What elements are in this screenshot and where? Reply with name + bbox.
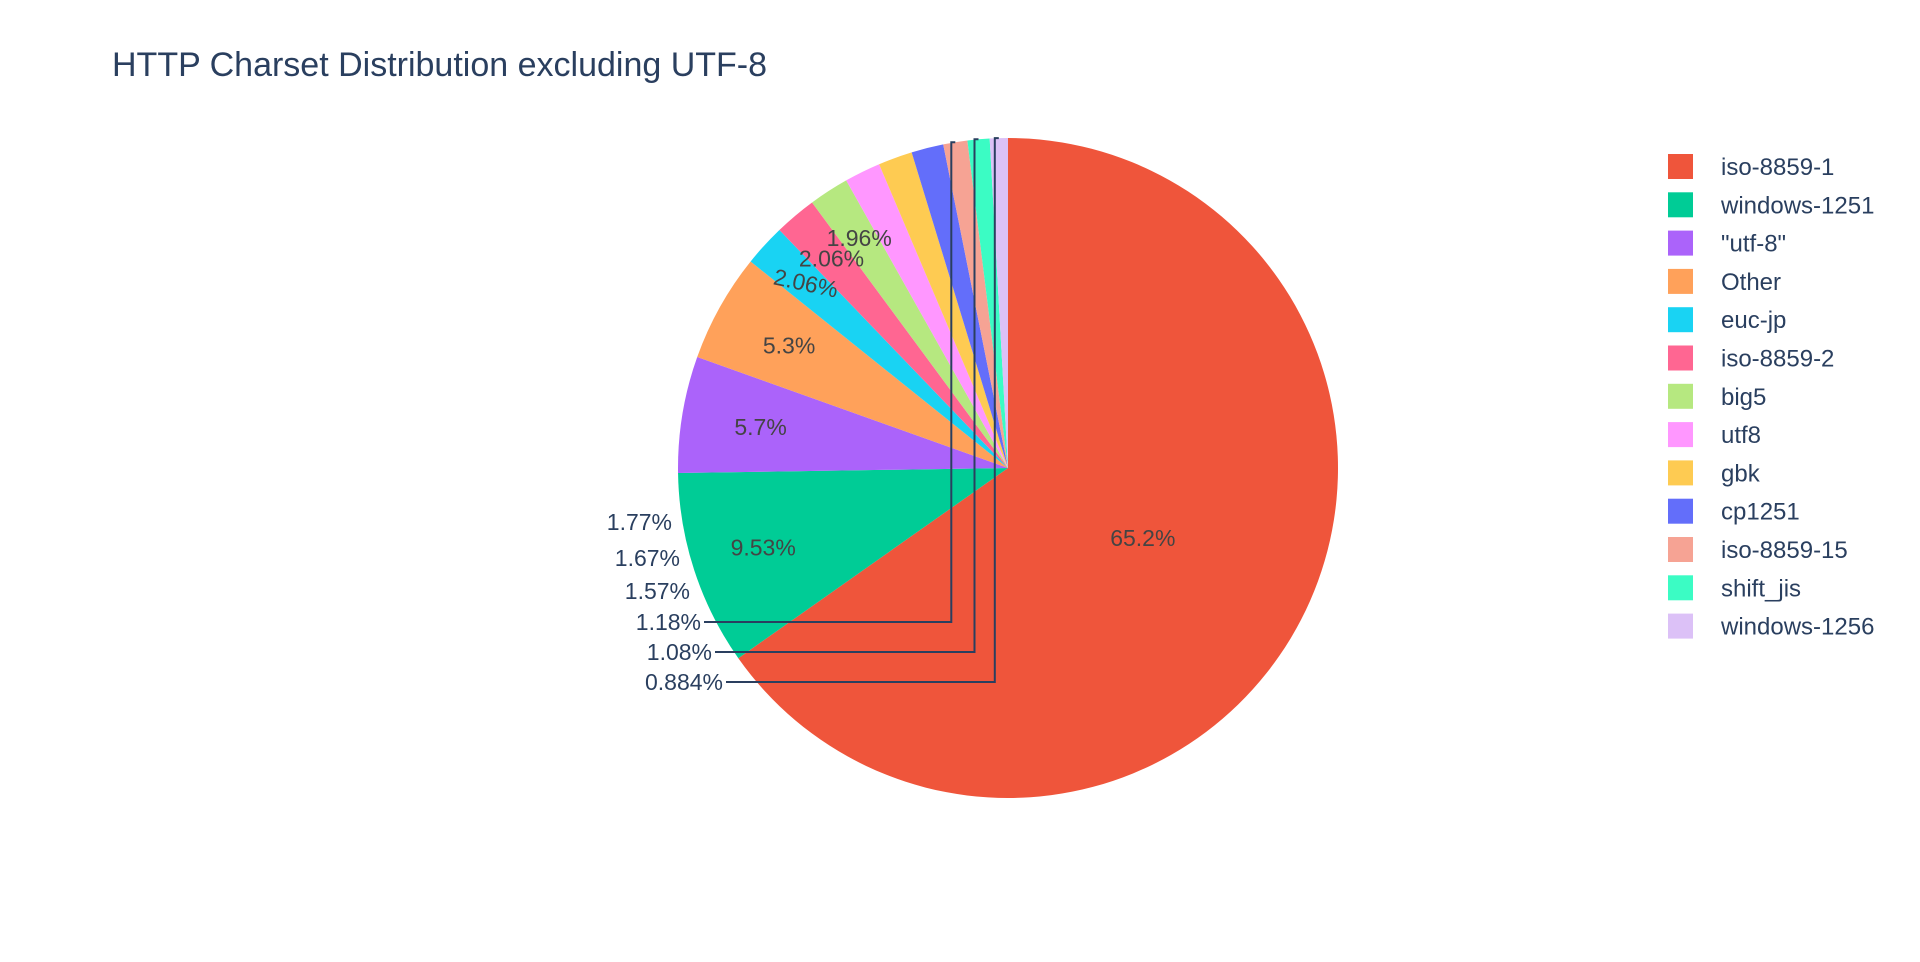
slice-label-windows-1251: 9.53% [731,535,796,561]
pie-slice-utf8 [846,164,1008,468]
legend-swatch-iso-8859-1 [1668,154,1693,179]
slice-label-cp1251: 1.57% [625,578,690,604]
legend-swatch-other [1668,268,1693,294]
legend-swatch-cp1251 [1668,498,1693,524]
legend-label-windows-1251: windows-1251 [1720,192,1874,219]
label-leader-lines [704,137,999,683]
slice-label-iso-8859-15: 1.18% [636,609,701,635]
slice-label-big5: 1.96% [827,225,892,251]
slice-label-other: 5.3% [763,333,815,359]
legend-label-cp1251: cp1251 [1721,499,1800,526]
legend-swatch-windows-1251 [1668,192,1693,218]
chart-title: HTTP Charset Distribution excluding UTF-… [112,46,767,84]
pie-slices [678,138,1339,798]
slice-label-iso-8859-1: 65.2% [1110,525,1175,551]
slice-label-utf8: 1.77% [607,509,672,535]
legend-label-utf-8: "utf-8" [1721,231,1786,258]
legend-swatch-gbk [1668,460,1693,486]
pie-slice-shift-jis [967,138,1008,468]
legend-swatch-euc-jp [1668,307,1693,333]
legend-swatch-utf-8 [1668,230,1693,256]
leader-line-windows-1256 [726,137,999,683]
pie-slice-cp1251 [911,144,1008,469]
legend-label-windows-1256: windows-1256 [1720,614,1874,641]
slice-label-iso-8859-2: 2.06% [799,246,864,272]
legend-label-other: Other [1721,269,1781,296]
leader-line-iso-8859-15 [704,141,956,623]
leader-line-shift-jis [715,138,979,653]
legend-label-shift-jis: shift_jis [1721,575,1801,602]
pie-slice-big5 [812,180,1008,468]
legend-swatch-big5 [1668,383,1693,409]
pie-slice-euc-jp [750,229,1008,468]
pie-slice-other [697,261,1008,468]
pie-slice-iso-8859-15 [943,140,1008,468]
legend-swatch-iso-8859-2 [1668,345,1693,371]
pie-slice-gbk [879,152,1008,468]
legend-swatch-utf8 [1668,422,1693,448]
slice-label-gbk: 1.67% [615,545,680,571]
legend-label-iso-8859-1: iso-8859-1 [1721,154,1834,181]
slice-label-windows-1256: 0.884% [645,669,723,695]
pie-slice-iso-8859-1 [738,138,1339,798]
slice-label-shift-jis: 1.08% [647,639,712,665]
legend-swatch-windows-1256 [1668,613,1693,639]
legend-label-euc-jp: euc-jp [1721,307,1786,334]
legend-swatch-iso-8859-15 [1668,537,1693,562]
legend-label-iso-8859-15: iso-8859-15 [1721,537,1848,564]
legend-label-iso-8859-2: iso-8859-2 [1721,346,1834,373]
legend-label-big5: big5 [1721,384,1766,411]
slice-label-utf-8: 5.7% [734,414,786,440]
legend-swatch-shift-jis [1668,575,1693,601]
legend-label-utf8: utf8 [1721,422,1761,449]
legend: iso-8859-1 windows-1251 "utf-8" Other euc-jp… [1668,154,1874,641]
slice-labels: 65.2%9.53%5.7%5.3%2.06%2.06%1.96%1.77%1.… [607,225,1176,695]
pie-slice-windows-1251 [678,468,1008,659]
legend-label-gbk: gbk [1721,460,1761,487]
pie-slice-utf-8 [678,357,1008,474]
